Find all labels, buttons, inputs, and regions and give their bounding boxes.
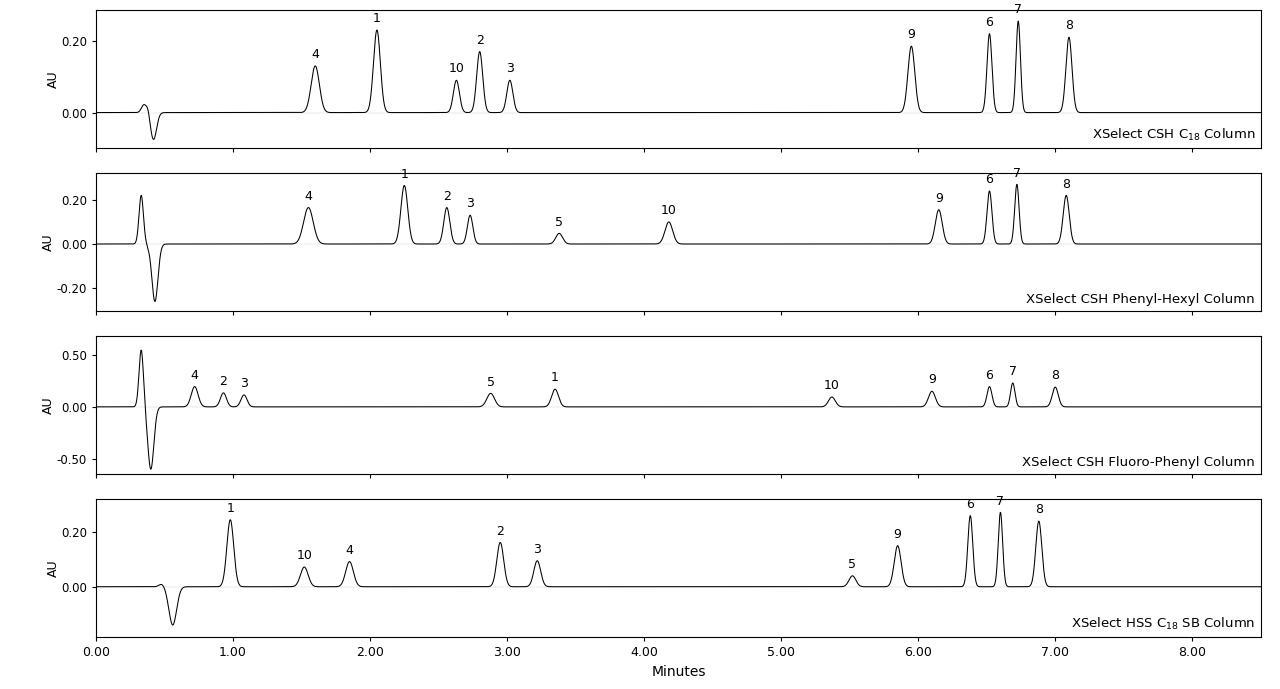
Text: 4: 4 <box>191 369 198 382</box>
Text: XSelect CSH Fluoro-Phenyl Column: XSelect CSH Fluoro-Phenyl Column <box>1023 456 1254 469</box>
Text: 7: 7 <box>1009 365 1016 378</box>
Text: 9: 9 <box>893 528 901 541</box>
X-axis label: Minutes: Minutes <box>652 665 705 679</box>
Text: 10: 10 <box>660 204 677 217</box>
Text: 9: 9 <box>908 28 915 41</box>
Text: 10: 10 <box>297 549 312 562</box>
Text: 6: 6 <box>986 173 993 186</box>
Y-axis label: AU: AU <box>46 70 60 88</box>
Text: 10: 10 <box>824 379 840 392</box>
Text: 3: 3 <box>466 198 474 210</box>
Text: 3: 3 <box>534 543 541 556</box>
Text: 1: 1 <box>227 502 234 515</box>
Text: 8: 8 <box>1065 19 1073 32</box>
Text: 7: 7 <box>1014 3 1023 17</box>
Text: 4: 4 <box>346 544 353 557</box>
Text: 10: 10 <box>448 63 465 76</box>
Text: 8: 8 <box>1034 503 1043 516</box>
Y-axis label: AU: AU <box>46 559 60 577</box>
Text: 4: 4 <box>305 189 312 203</box>
Y-axis label: AU: AU <box>42 234 55 251</box>
Text: 4: 4 <box>311 48 319 61</box>
Text: 7: 7 <box>996 495 1005 508</box>
Text: XSelect CSH Phenyl-Hexyl Column: XSelect CSH Phenyl-Hexyl Column <box>1027 293 1254 306</box>
Text: 5: 5 <box>849 558 856 571</box>
Text: 2: 2 <box>219 375 228 388</box>
Text: 1: 1 <box>372 12 381 25</box>
Text: 3: 3 <box>241 377 248 390</box>
Text: 6: 6 <box>986 369 993 382</box>
Text: 6: 6 <box>966 497 974 511</box>
Text: 2: 2 <box>443 189 451 203</box>
Y-axis label: AU: AU <box>42 396 55 414</box>
Text: 9: 9 <box>928 373 936 387</box>
Text: 5: 5 <box>556 216 563 229</box>
Text: 2: 2 <box>497 524 504 537</box>
Text: 2: 2 <box>476 34 484 47</box>
Text: XSelect CSH C$_{18}$ Column: XSelect CSH C$_{18}$ Column <box>1092 127 1254 143</box>
Text: 1: 1 <box>552 371 559 384</box>
Text: 1: 1 <box>401 167 408 181</box>
Text: 3: 3 <box>506 63 513 76</box>
Text: 6: 6 <box>986 16 993 29</box>
Text: 8: 8 <box>1062 178 1070 191</box>
Text: 9: 9 <box>934 192 942 205</box>
Text: 7: 7 <box>1012 167 1021 180</box>
Text: 8: 8 <box>1051 369 1060 382</box>
Text: 5: 5 <box>486 376 494 389</box>
Text: XSelect HSS C$_{18}$ SB Column: XSelect HSS C$_{18}$ SB Column <box>1070 616 1254 632</box>
